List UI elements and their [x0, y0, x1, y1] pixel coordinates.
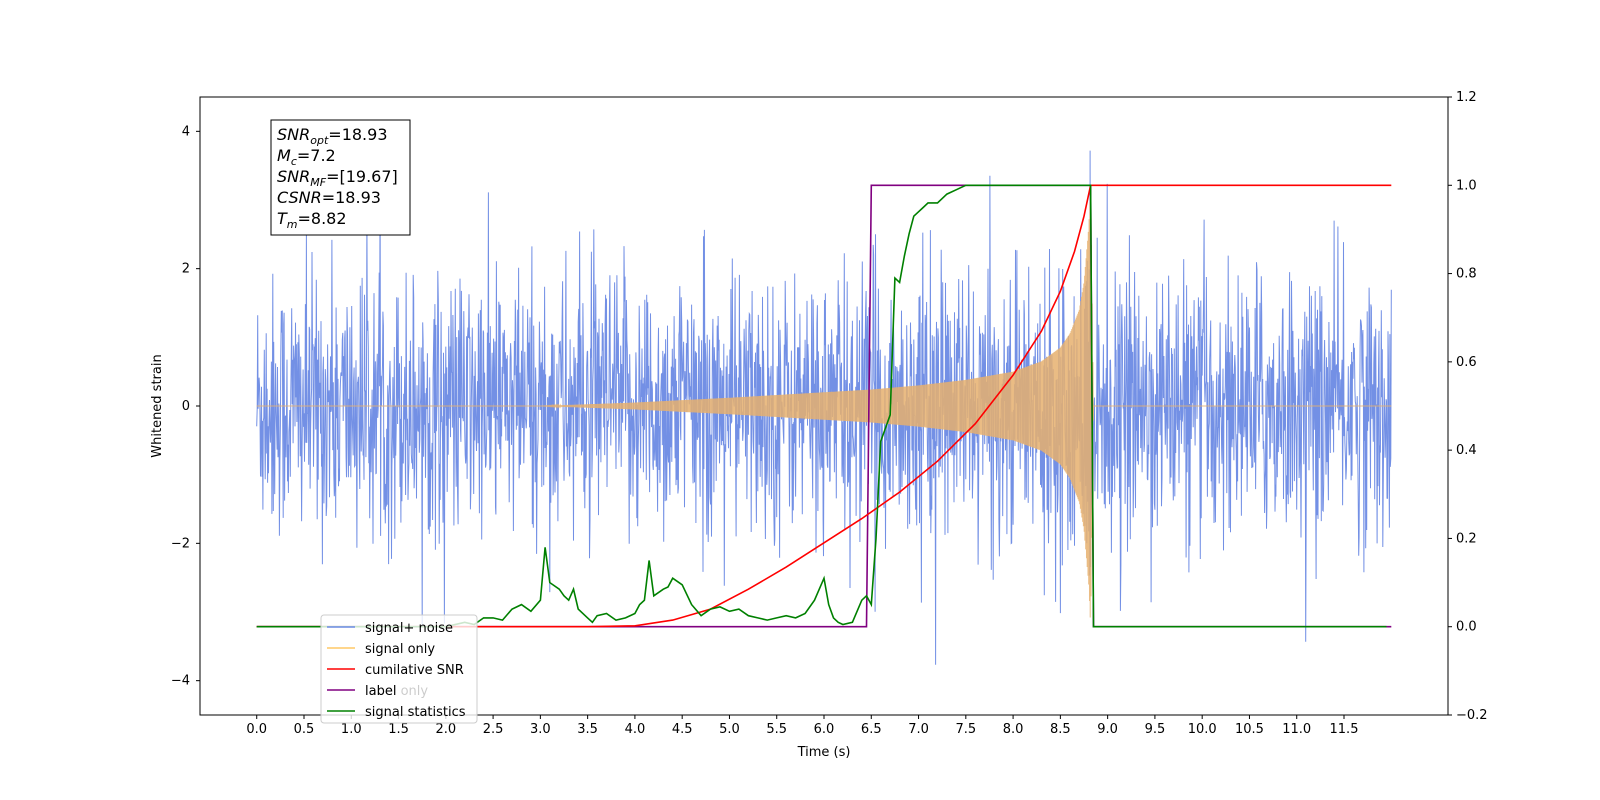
x-tick-label: 10.5: [1235, 722, 1264, 737]
x-tick-label: 2.0: [435, 722, 456, 737]
x-tick-label: 0.0: [246, 722, 267, 737]
x-axis-label: Time (s): [797, 745, 851, 760]
x-tick-label: 5.0: [719, 722, 740, 737]
y-right-tick-label: 1.2: [1456, 90, 1477, 105]
legend-label-ghost: label only: [365, 684, 428, 699]
legend-box: [320, 614, 478, 724]
x-tick-label: 6.0: [814, 722, 835, 737]
legend-label: signal statistics: [365, 705, 466, 720]
y-left-tick-label: 4: [182, 124, 190, 139]
series-signal-only-line: [256, 186, 1392, 618]
x-tick-label: 3.0: [530, 722, 551, 737]
info-line: SNRopt=18.93: [277, 125, 388, 147]
y-right-tick-label: 0.8: [1456, 267, 1477, 282]
x-tick-label: 2.5: [483, 722, 504, 737]
x-tick-label: 8.5: [1050, 722, 1071, 737]
info-line: Tm=8.82: [277, 209, 347, 231]
x-tick-label: 3.5: [577, 722, 598, 737]
legend-label: label: [365, 684, 396, 699]
x-tick-label: 6.5: [861, 722, 882, 737]
legend-label: signal only: [365, 642, 435, 657]
x-tick-label: 4.5: [672, 722, 693, 737]
y-right-tick-label: 1.0: [1456, 178, 1477, 193]
series-signal-statistics-line: [256, 184, 1387, 628]
y-axis-label: Whitened strain: [150, 354, 165, 457]
y-left-tick-label: 2: [182, 262, 190, 277]
legend-label: cumilative SNR: [365, 663, 464, 678]
info-box: [270, 119, 411, 236]
x-tick-label: 4.0: [625, 722, 646, 737]
x-tick-label: 9.0: [1097, 722, 1118, 737]
legend-label: signal+ noise: [365, 621, 453, 636]
x-tick-label: 8.0: [1003, 722, 1024, 737]
series-cumilative-snr-line: [256, 184, 1392, 628]
y-left-tick-label: −4: [171, 674, 190, 689]
info-line: Mc=7.2: [277, 146, 336, 168]
y-right-tick-label: 0.2: [1456, 531, 1477, 546]
y-left-tick-label: −2: [171, 536, 190, 551]
x-tick-label: 10.0: [1188, 722, 1217, 737]
x-tick-label: 0.5: [294, 722, 315, 737]
x-tick-label: 7.0: [908, 722, 929, 737]
x-tick-label: 9.5: [1145, 722, 1166, 737]
info-line: SNRMF=[19.67]: [277, 167, 398, 189]
x-tick-label: 5.5: [766, 722, 787, 737]
y-right-tick-label: 0.6: [1456, 355, 1477, 370]
series-signal-noise-line: [256, 150, 1392, 665]
x-tick-label: 11.5: [1330, 722, 1359, 737]
x-tick-label: 1.5: [388, 722, 409, 737]
y-right-tick-label: 0.4: [1456, 443, 1477, 458]
x-tick-label: 1.0: [341, 722, 362, 737]
y-right-tick-label: 0.0: [1456, 620, 1477, 635]
info-line: CSNR=18.93: [277, 188, 381, 207]
y-right-tick-label: −0.2: [1456, 708, 1488, 723]
y-left-tick-label: 0: [182, 399, 190, 414]
x-tick-label: 11.0: [1282, 722, 1311, 737]
x-tick-label: 7.5: [955, 722, 976, 737]
